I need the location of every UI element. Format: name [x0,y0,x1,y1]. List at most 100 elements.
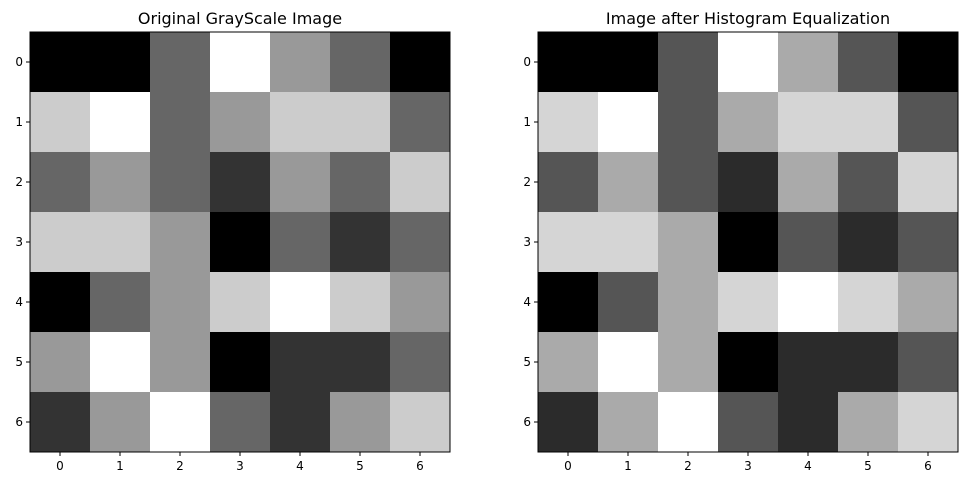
heatmap-cell [598,392,659,453]
heatmap-cell [30,212,91,273]
heatmap-cell [270,332,331,393]
x-tick-label: 1 [116,459,124,473]
heatmap-cell [390,152,451,213]
heatmap-cell [390,392,451,453]
heatmap-cell [538,152,599,213]
heatmap-cell [330,392,391,453]
x-tick-label: 2 [176,459,184,473]
heatmap-cell [658,392,719,453]
heatmap-cell [330,212,391,273]
heatmap-cell [90,272,151,333]
heatmap-cell [538,392,599,453]
y-tick-label: 5 [523,355,531,369]
heatmap-cell [778,92,839,153]
x-tick-label: 5 [864,459,872,473]
x-tick-label: 3 [744,459,752,473]
heatmap-cell [718,332,779,393]
heatmap-cell [898,272,959,333]
y-tick-label: 4 [523,295,531,309]
heatmap-cell [598,212,659,273]
heatmap-cell [778,152,839,213]
heatmap-cell [210,32,271,93]
heatmap-cell [718,272,779,333]
x-tick-label: 6 [924,459,932,473]
y-tick-label: 2 [15,175,23,189]
heatmap-cell [210,332,271,393]
y-tick-label: 5 [15,355,23,369]
heatmap-cell [90,92,151,153]
heatmap-cell [270,32,331,93]
chart-title: Original GrayScale Image [138,9,342,28]
heatmap-cell [838,332,899,393]
heatmap-cell [210,152,271,213]
heatmap-cell [718,212,779,273]
x-tick-label: 0 [56,459,64,473]
heatmap-cell [778,332,839,393]
heatmap-cell [898,32,959,93]
heatmap-cell [838,32,899,93]
heatmap-cell [658,332,719,393]
heatmap-cell [150,152,211,213]
heatmap-cell [838,212,899,273]
heatmap-cell [538,332,599,393]
heatmap-cell [598,92,659,153]
heatmap-cell [30,92,91,153]
heatmap-cell [330,152,391,213]
heatmap-cell [658,152,719,213]
heatmap-cell [718,92,779,153]
y-tick-label: 2 [523,175,531,189]
heatmap-cell [898,392,959,453]
heatmap-cell [658,272,719,333]
heatmap-cell [330,272,391,333]
heatmap-cell [90,212,151,273]
heatmap-cell [330,32,391,93]
heatmap-cell [538,272,599,333]
heatmap-cell [270,272,331,333]
heatmap-cell [778,32,839,93]
heatmap-cell [390,92,451,153]
heatmap-cell [538,92,599,153]
heatmap-cell [270,92,331,153]
heatmap-cell [718,392,779,453]
heatmap-cell [150,272,211,333]
heatmap-cell [598,272,659,333]
heatmap-cell [390,272,451,333]
left-heatmap-panel: Original GrayScale Image 0 1 2 3 4 5 6 0 1 2 3 4 5 6 [15,9,451,473]
heatmap-cell [90,392,151,453]
heatmap-cell [538,212,599,273]
y-tick-label: 0 [15,55,23,69]
x-tick-label: 1 [624,459,632,473]
x-tick-label: 4 [804,459,812,473]
x-tick-label: 4 [296,459,304,473]
heatmap-cell [838,92,899,153]
heatmap-cell [658,212,719,273]
heatmap-cell [210,272,271,333]
heatmap-cell [898,212,959,273]
heatmap-cell [150,32,211,93]
heatmap-cell [598,332,659,393]
heatmap-cell [210,212,271,273]
heatmap-cell [30,32,91,93]
heatmap-cell [898,152,959,213]
heatmap-cell [330,332,391,393]
x-tick-label: 5 [356,459,364,473]
y-tick-label: 6 [15,415,23,429]
heatmap-cell [90,32,151,93]
heatmap-cell [778,392,839,453]
x-tick-label: 6 [416,459,424,473]
x-tick-label: 3 [236,459,244,473]
heatmap-cell [270,152,331,213]
heatmap-cell [30,272,91,333]
heatmap-cell [150,332,211,393]
y-tick-label: 6 [523,415,531,429]
y-tick-label: 4 [15,295,23,309]
heatmap-cell [90,152,151,213]
chart-title: Image after Histogram Equalization [606,9,890,28]
heatmap-cell [390,332,451,393]
y-tick-label: 3 [15,235,23,249]
heatmap-cell [778,272,839,333]
heatmap-cell [150,392,211,453]
heatmap-cell [90,332,151,393]
heatmap-cell [210,392,271,453]
